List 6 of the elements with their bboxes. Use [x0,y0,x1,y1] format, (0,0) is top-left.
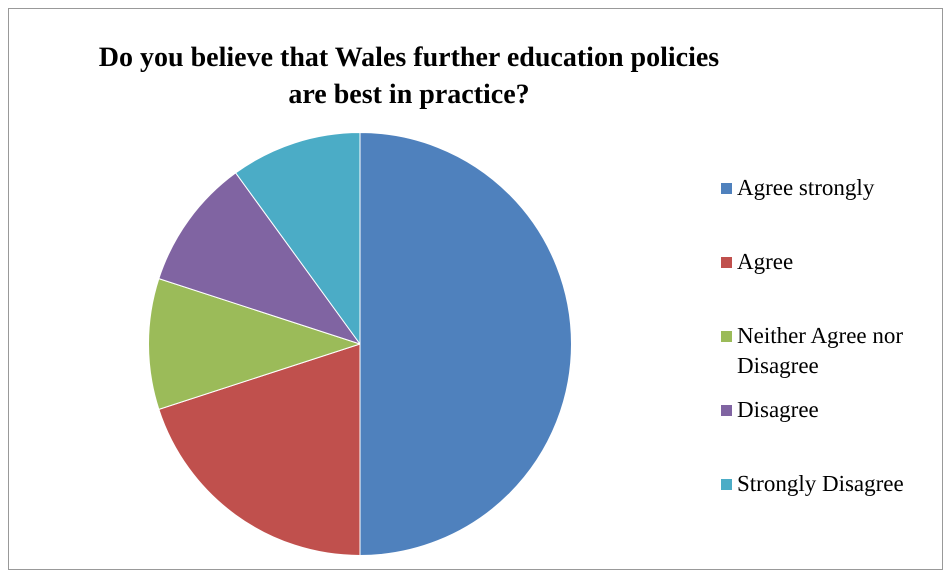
legend-label: Neither Agree nor Disagree [737,322,904,380]
legend-label: Disagree [737,396,819,424]
legend-label: Agree strongly [737,174,874,202]
legend-label: Agree [737,248,794,276]
legend-label: Strongly Disagree [737,470,904,498]
chart-title: Do you believe that Wales further education policies are best in practice? [98,41,720,112]
